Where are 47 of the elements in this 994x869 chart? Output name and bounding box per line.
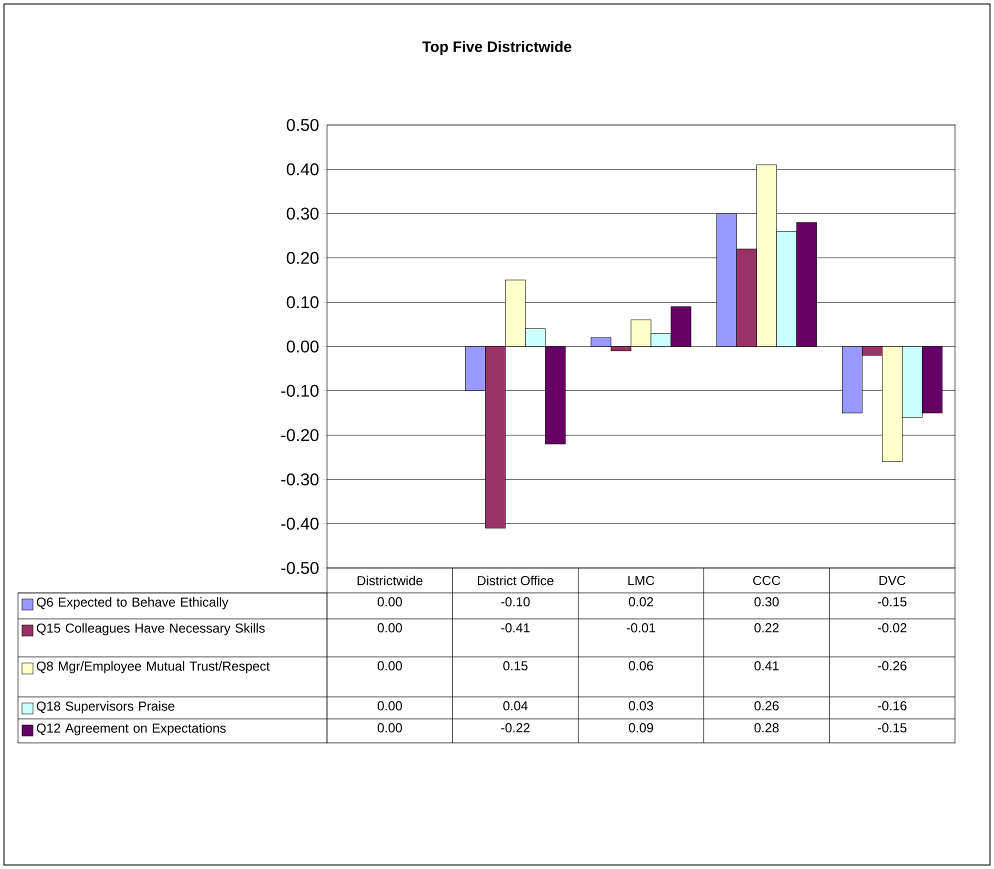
data-label: 0.41 [754, 661, 779, 670]
data-label: -0.01 [626, 623, 656, 632]
y-tick-label: 0.10 [286, 296, 319, 308]
chart-title: Top Five Districtwide [422, 40, 572, 55]
legend-label: Q15 Colleagues Have Necessary Skills [36, 623, 265, 636]
data-label: 0.15 [503, 661, 528, 670]
y-tick-label: 0.00 [286, 340, 319, 353]
x-tick-label: CCC [753, 576, 780, 586]
y-tick-label: -0.20 [281, 429, 319, 442]
x-tick-label: District Office [478, 576, 554, 586]
y-tick-label: -0.30 [281, 473, 319, 486]
x-tick-label: LMC [628, 576, 654, 586]
data-label: 0.00 [378, 701, 402, 710]
legend-label: Q18 Supervisors Praise [36, 701, 174, 714]
data-label: -0.15 [878, 723, 906, 732]
data-label: 0.02 [628, 597, 653, 606]
data-label: 0.06 [628, 661, 654, 670]
data-label: 0.28 [754, 723, 779, 732]
y-tick-label: 0.30 [286, 208, 319, 220]
legend-label: Q6 Expected to Behave Ethically [36, 597, 228, 610]
data-label: -0.16 [878, 701, 906, 710]
y-tick-label: -0.50 [281, 562, 319, 574]
x-tick-label: Districtwide [358, 576, 422, 586]
data-label: -0.10 [501, 597, 530, 606]
y-tick-label: -0.10 [281, 384, 319, 397]
y-tick-label: 0.20 [286, 252, 319, 264]
x-tick-label: DVC [880, 576, 906, 586]
data-label: 0.09 [628, 723, 654, 732]
data-label: 0.00 [378, 661, 402, 670]
data-label: 0.30 [754, 597, 779, 606]
data-label: 0.00 [378, 597, 402, 606]
data-label: 0.22 [754, 623, 779, 632]
data-label: -0.41 [501, 623, 530, 632]
data-label: 0.00 [378, 623, 402, 632]
y-tick-label: 0.50 [286, 118, 319, 132]
y-tick-label: 0.40 [286, 163, 319, 176]
legend-label: Q8 Mgr/Employee Mutual Trust/Respect [36, 661, 270, 674]
data-label: 0.26 [754, 701, 779, 710]
data-label: -0.26 [878, 661, 906, 670]
data-label: 0.04 [503, 701, 528, 710]
data-label: 0.03 [628, 701, 654, 710]
data-label: -0.22 [501, 723, 530, 732]
data-label: -0.15 [878, 597, 906, 606]
data-label: 0.00 [378, 723, 402, 732]
data-label: -0.02 [878, 623, 906, 632]
y-tick-label: -0.40 [281, 518, 319, 530]
legend-label: Q12 Agreement on Expectations [36, 723, 226, 736]
